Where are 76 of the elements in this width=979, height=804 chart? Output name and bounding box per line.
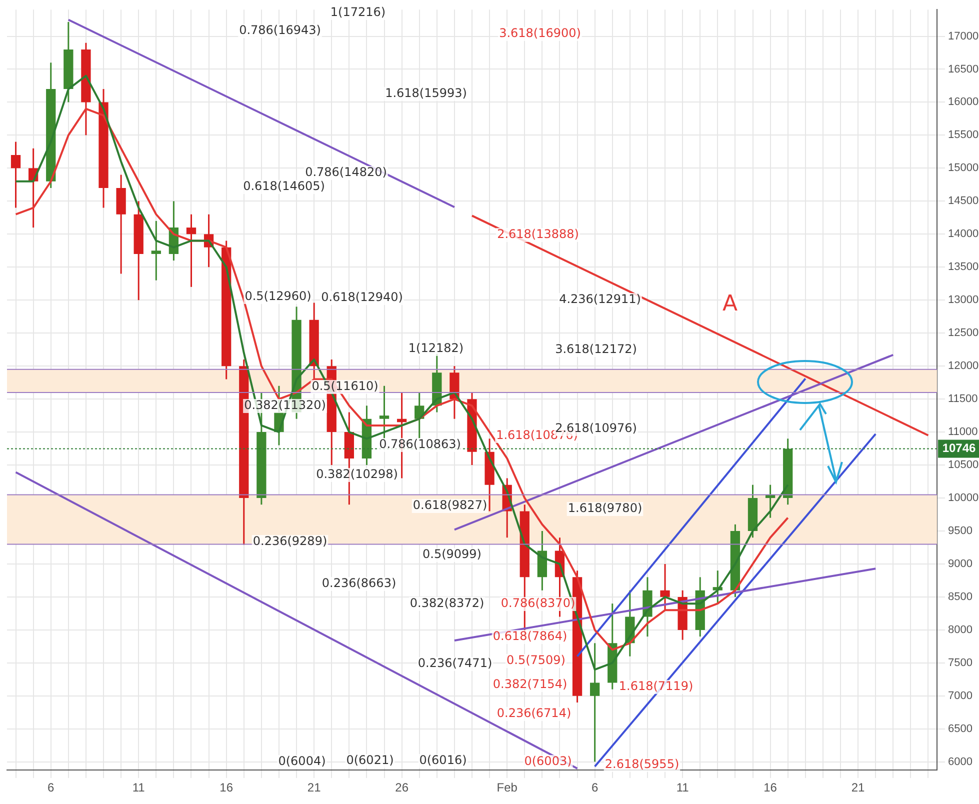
candlestick [379, 385, 390, 440]
y-tick-label: 9500 [948, 525, 972, 538]
annotation: 0.236(9289) [252, 534, 328, 548]
annotation: 4.236(12911) [559, 292, 641, 306]
annotation: 0.786(14820) [305, 165, 387, 180]
annotation: 0(6004) [278, 754, 326, 768]
annotation: 0.618(14605) [243, 179, 325, 194]
x-tick-label: 11 [676, 780, 690, 795]
y-tick-label: 8500 [948, 591, 972, 603]
y-tick-label: 10500 [948, 459, 979, 472]
annotation: 2.618(13888) [497, 227, 579, 242]
y-tick-label: 14500 [948, 195, 979, 208]
annotation: 0.786(10863) [379, 437, 461, 452]
y-tick-label: 11500 [948, 393, 978, 406]
annotation: 0.618(12940) [321, 290, 403, 304]
y-tick-label: 13500 [948, 261, 979, 274]
ref-line-label: 10746 [942, 441, 976, 456]
annotation: 1(12182) [408, 341, 464, 356]
y-tick-label: 15500 [948, 129, 979, 142]
annotation: 0.618(9827) [412, 498, 488, 512]
y-tick-label: 6500 [948, 722, 972, 735]
x-tick-label: 21 [307, 780, 322, 795]
y-tick-label: 17000 [948, 30, 979, 42]
candlestick [660, 563, 670, 611]
x-tick-label: 16 [764, 780, 778, 795]
annotation: 0.5(11610) [312, 379, 378, 394]
annotation: 1.618(9780) [568, 501, 642, 516]
x-tick-label: 16 [220, 780, 234, 795]
annotation: 0.786(16943) [239, 23, 321, 38]
annotation: 0.5(9099) [422, 547, 482, 562]
x-tick-label: 26 [395, 780, 409, 795]
annotation: 0.236(7471) [418, 656, 492, 670]
y-tick-label: 16500 [948, 63, 979, 76]
annotation: 0.5(7509) [506, 653, 566, 668]
x-tick-label: 6 [48, 780, 55, 795]
annotation: 1.618(15993) [385, 86, 467, 100]
annotation: 3.618(12172) [555, 342, 637, 356]
y-tick-label: 14000 [948, 228, 979, 240]
annotation: 0.382(7154) [492, 677, 568, 692]
x-tick-label: 21 [851, 780, 866, 795]
annotation: 0.382(10298) [316, 467, 398, 482]
y-tick-label: 15000 [948, 162, 979, 174]
annotation: 2.618(5955) [604, 757, 680, 772]
y-tick-label: 7000 [948, 690, 972, 702]
y-tick-label: 16000 [948, 96, 979, 108]
candlestick [151, 220, 161, 282]
annotation: 3.618(16900) [499, 26, 581, 40]
x-tick-label: Feb [496, 780, 518, 795]
x-tick-label: 6 [591, 780, 598, 795]
annotation: 0.786(8370) [500, 596, 576, 610]
y-tick-label: 9000 [948, 558, 972, 570]
x-tick-label: 11 [132, 780, 146, 795]
annotation: 0.382(11320) [244, 398, 326, 412]
y-tick-label: 6000 [948, 756, 972, 768]
annotation: 0(6016) [419, 753, 467, 768]
annotation: 0(6003) [524, 754, 572, 768]
y-tick-label: 8000 [948, 624, 972, 636]
y-tick-label: 12000 [948, 360, 979, 372]
annotation: 0.5(12960) [244, 289, 312, 304]
y-tick-label: 10000 [948, 492, 979, 504]
annotation: 0.236(6714) [496, 706, 572, 720]
annotation: 0.382(8372) [410, 596, 484, 610]
annotation: 1(17216) [330, 5, 386, 20]
y-tick-label: 11000 [948, 426, 978, 438]
annotation: A [722, 292, 738, 317]
candlestick [10, 141, 21, 209]
annotation: 0.236(8663) [322, 576, 396, 590]
annotation: 0.618(7864) [492, 629, 568, 644]
y-tick-label: 13000 [948, 294, 979, 306]
y-tick-label: 12500 [948, 327, 979, 340]
candlestick [765, 484, 776, 519]
annotation: 1.618(7119) [618, 679, 694, 694]
y-tick-label: 7500 [948, 656, 972, 669]
annotation: 0(6021) [346, 753, 394, 768]
candlestick [590, 642, 600, 762]
candlestick [186, 214, 196, 288]
